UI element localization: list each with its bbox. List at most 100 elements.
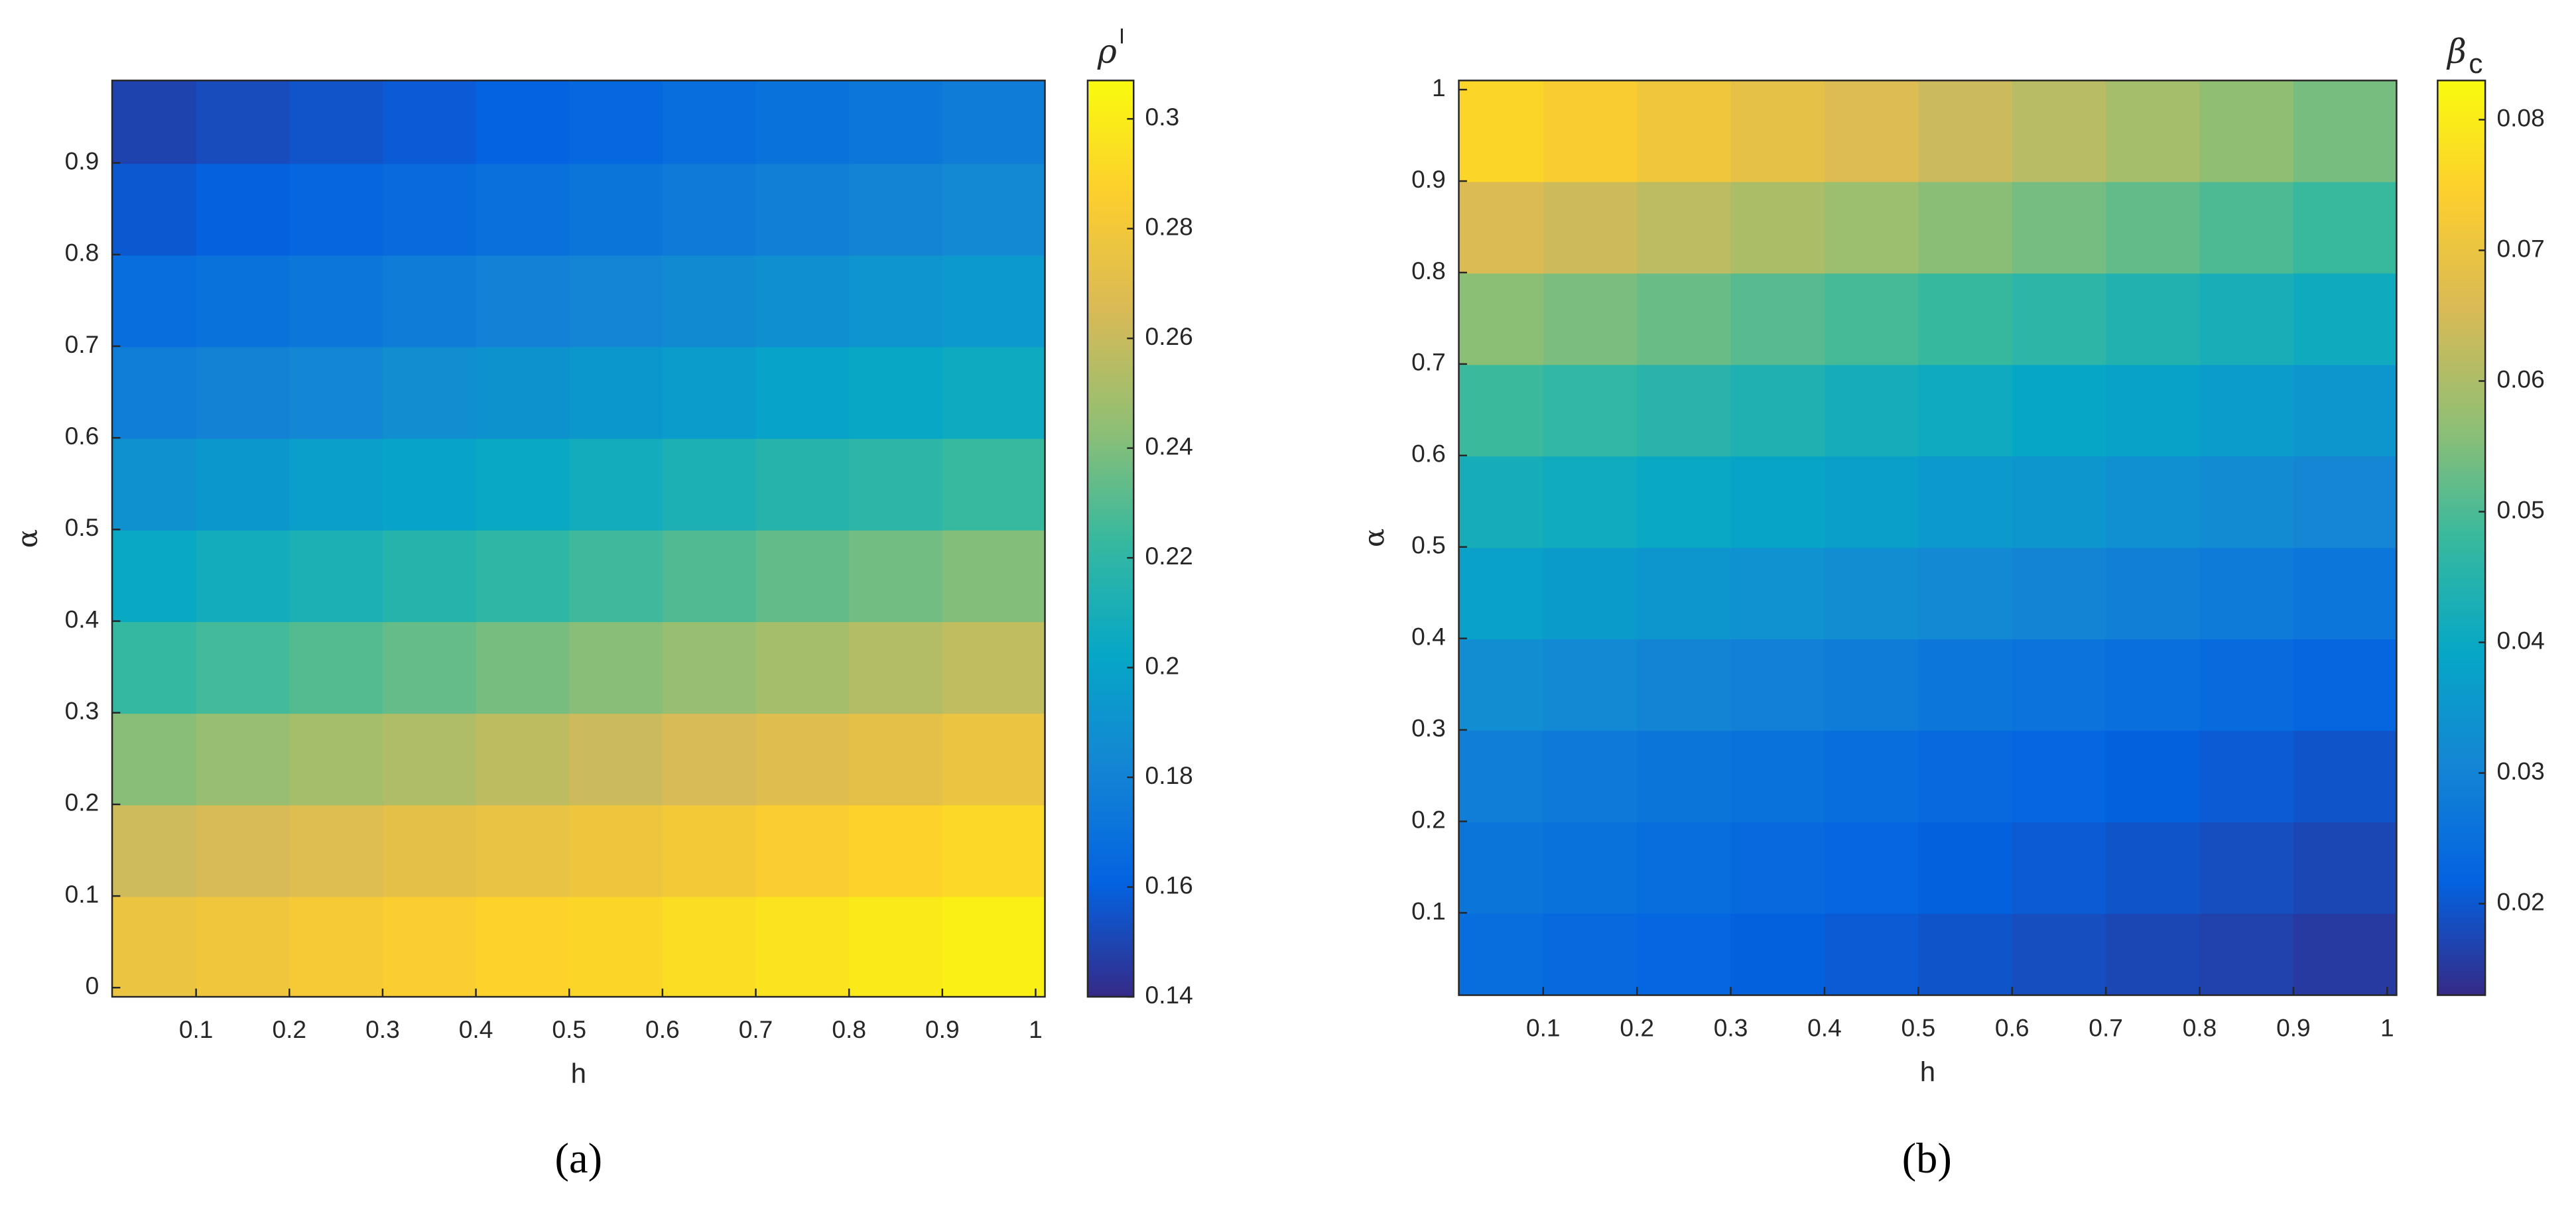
heatmap-cell xyxy=(2012,546,2107,640)
heatmap-cell xyxy=(2106,181,2201,274)
heatmap-cell xyxy=(1824,455,1919,548)
heatmap-cell xyxy=(2199,638,2295,731)
heatmap-cell xyxy=(2293,730,2397,823)
heatmap-cell xyxy=(662,438,757,531)
heatmap-cell xyxy=(755,80,850,164)
heatmap-cell xyxy=(2293,455,2397,548)
heatmap-cell xyxy=(2293,80,2397,182)
heatmap-cell xyxy=(1824,272,1919,365)
heatmap-cell xyxy=(1543,730,1638,823)
heatmap-cell xyxy=(849,162,944,256)
heatmap-cell xyxy=(1458,821,1545,914)
y-tick-label: 0.2 xyxy=(65,789,99,816)
heatmap-cell xyxy=(2106,80,2201,182)
heatmap-cell xyxy=(476,162,570,256)
y-axis-label: α xyxy=(1358,529,1391,547)
plot-frame xyxy=(1458,80,2398,996)
x-tick-label: 0.8 xyxy=(832,1015,866,1043)
heatmap-cell xyxy=(1458,181,1545,274)
colorbar-tick-label: 0.22 xyxy=(1145,542,1193,570)
colorbar-tick-label: 0.28 xyxy=(1145,213,1193,241)
heatmap-cell xyxy=(1918,455,2014,548)
heatmap-cell xyxy=(1918,363,2014,457)
heatmap-cell xyxy=(289,80,384,164)
heatmap-cell xyxy=(112,621,198,714)
heatmap-cell xyxy=(942,162,1045,256)
heatmap-cell xyxy=(755,529,850,623)
heatmap-cell xyxy=(1458,638,1545,731)
heatmap-cell xyxy=(289,712,384,806)
heatmap-cell xyxy=(662,712,757,806)
heatmap-cell xyxy=(1730,272,1826,365)
heatmap-cell xyxy=(1730,181,1826,274)
heatmap-cell xyxy=(382,346,478,439)
heatmap-cell xyxy=(382,438,478,531)
heatmap-cell xyxy=(2012,272,2107,365)
heatmap-cell xyxy=(1730,363,1826,457)
heatmap-cell xyxy=(112,804,198,897)
y-tick-label: 0.2 xyxy=(1411,805,1446,833)
heatmap-cell xyxy=(1543,80,1638,182)
heatmap-cell xyxy=(1543,821,1638,914)
heatmap-cell xyxy=(2106,272,2201,365)
heatmap-cell xyxy=(196,80,290,164)
heatmap-cell xyxy=(755,896,850,997)
heatmap-cell xyxy=(382,80,478,164)
heatmap-cell xyxy=(112,712,198,806)
heatmap-cell xyxy=(196,621,290,714)
x-tick-label: 0.9 xyxy=(925,1015,960,1043)
heatmap-cell xyxy=(1458,455,1545,548)
y-tick-label: 0.7 xyxy=(65,330,99,358)
heatmap-cell xyxy=(2199,821,2295,914)
heatmap-cell xyxy=(1543,272,1638,365)
heatmap-cell xyxy=(112,162,198,256)
heatmap-cell xyxy=(112,438,198,531)
colorbar-label-superscript: I xyxy=(1119,24,1125,48)
heatmap-cell xyxy=(1637,80,1732,182)
heatmap-cell xyxy=(662,346,757,439)
colorbar-label: ρ xyxy=(1097,32,1117,71)
heatmap-cell xyxy=(2199,272,2295,365)
heatmap-cell xyxy=(2199,730,2295,823)
colorbar-tick-label: 0.16 xyxy=(1145,871,1193,899)
x-tick-label: 0.2 xyxy=(272,1015,306,1043)
heatmap-cell xyxy=(382,896,478,997)
heatmap-cell xyxy=(476,254,570,348)
colorbar xyxy=(2437,80,2486,996)
heatmap-cell xyxy=(662,80,757,164)
colorbar-tick-label: 0.03 xyxy=(2496,757,2544,785)
heatmap-cell xyxy=(112,896,198,997)
heatmap-cell xyxy=(2199,455,2295,548)
heatmap-cell xyxy=(942,896,1045,997)
colorbar-tick-label: 0.14 xyxy=(1145,981,1193,1009)
heatmap-cell xyxy=(2012,730,2107,823)
heatmap-cell xyxy=(2012,638,2107,731)
y-tick-label: 0.5 xyxy=(1411,531,1446,559)
heatmap-cell xyxy=(1918,546,2014,640)
heatmap-cell xyxy=(1730,546,1826,640)
heatmap-cell xyxy=(849,621,944,714)
x-tick-label: 0.1 xyxy=(179,1015,214,1043)
y-tick-label: 0.5 xyxy=(65,513,99,541)
heatmap-cell xyxy=(1730,913,1826,995)
heatmap-cell xyxy=(1918,80,2014,182)
heatmap-cell xyxy=(2106,913,2201,995)
heatmap-cell xyxy=(755,712,850,806)
heatmap-cell xyxy=(755,804,850,897)
heatmap-cell xyxy=(849,804,944,897)
heatmap-cell xyxy=(1918,913,2014,995)
panel-label: (a) xyxy=(555,1135,602,1182)
heatmap-cell xyxy=(196,529,290,623)
x-axis-label: h xyxy=(1920,1056,1935,1088)
heatmap-cell xyxy=(569,438,664,531)
heatmap-cell xyxy=(2012,913,2107,995)
heatmap-cell xyxy=(2106,546,2201,640)
heatmap-cell xyxy=(1824,821,1919,914)
heatmap-cell xyxy=(849,896,944,997)
colorbar-tick-label: 0.02 xyxy=(2496,887,2544,915)
x-tick-label: 0.5 xyxy=(552,1015,586,1043)
heatmap-cell xyxy=(662,804,757,897)
heatmap-cell xyxy=(1824,363,1919,457)
heatmap-cell xyxy=(1637,181,1732,274)
heatmap-cell xyxy=(1543,455,1638,548)
